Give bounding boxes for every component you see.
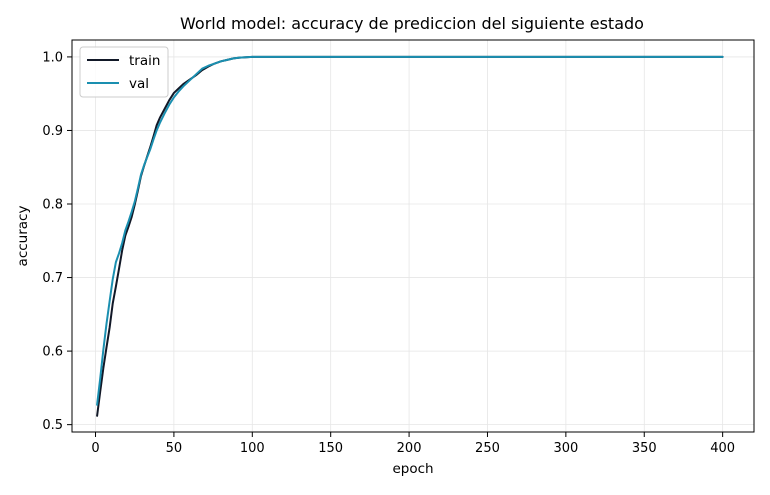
series-layer [96,55,724,417]
y-tick-label: 0.7 [42,271,63,286]
legend-label-val: val [129,76,149,92]
chart-title: World model: accuracy de prediccion del … [180,14,644,33]
y-ticks: 0.5 0.6 0.7 0.8 0.9 1.0 [42,50,72,433]
x-tick-label: 100 [240,441,265,456]
y-axis-label: accuracy [15,206,31,267]
plot-frame [71,39,755,433]
y-tick-label: 0.9 [42,124,63,139]
x-tick-label: 350 [632,441,657,456]
y-tick-label: 0.5 [42,418,63,433]
x-tick-label: 150 [318,441,343,456]
legend-label-train: train [129,53,160,69]
x-tick-label: 250 [475,441,500,456]
x-tick-label: 200 [397,441,422,456]
y-tick-label: 1.0 [42,50,63,65]
x-tick-label: 0 [91,441,99,456]
x-tick-label: 300 [553,441,578,456]
y-tick-label: 0.6 [42,345,63,360]
x-axis-label: epoch [392,461,433,477]
y-tick-label: 0.8 [42,198,63,213]
x-ticks: 0 50 100 150 200 250 300 350 400 [91,432,735,456]
x-tick-label: 400 [710,441,735,456]
x-tick-label: 50 [166,441,183,456]
series-line-val [96,55,724,406]
legend: train val [79,46,169,98]
